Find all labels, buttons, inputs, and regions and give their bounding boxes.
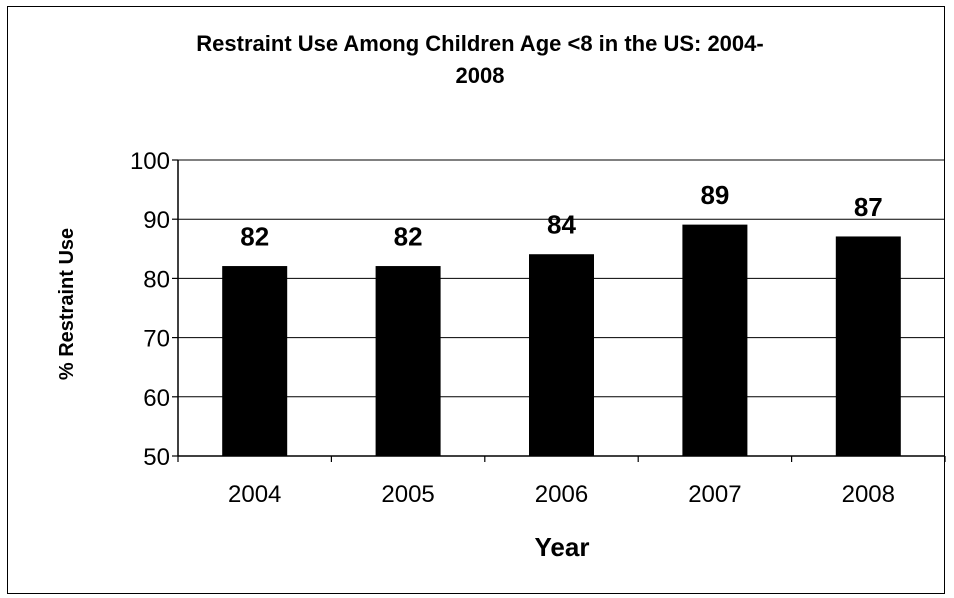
data-label-2006: 84 — [547, 210, 576, 240]
y-tick-label-60: 60 — [143, 385, 170, 412]
y-tick-label-70: 70 — [143, 326, 170, 353]
bar-2005 — [375, 266, 441, 457]
x-tick-labels: 2004 2005 2006 2007 2008 — [228, 481, 895, 508]
bar-2008 — [835, 236, 901, 457]
chart-title-line-2: 2008 — [455, 63, 505, 88]
y-axis-title: % Restraint Use — [56, 228, 78, 380]
x-tick-label-2005: 2005 — [381, 481, 434, 508]
data-label-2007: 89 — [700, 180, 729, 210]
axes — [172, 159, 946, 462]
data-label-2008: 87 — [854, 192, 883, 222]
bar-2007 — [682, 224, 748, 457]
x-axis-title: Year — [535, 532, 590, 562]
chart-title: Restraint Use Among Children Age <8 in t… — [100, 28, 860, 92]
bar-2006 — [529, 254, 594, 457]
chart-title-line-1: Restraint Use Among Children Age <8 in t… — [196, 31, 764, 56]
x-tick-label-2008: 2008 — [842, 481, 895, 508]
y-tick-label-50: 50 — [143, 444, 170, 471]
x-tick-label-2007: 2007 — [688, 481, 741, 508]
y-tick-label-100: 100 — [130, 148, 170, 175]
y-tick-label-90: 90 — [143, 207, 170, 234]
x-tick-label-2004: 2004 — [228, 481, 281, 508]
data-label-2005: 82 — [394, 222, 423, 252]
x-tick-label-2006: 2006 — [535, 481, 588, 508]
chart-frame — [7, 6, 945, 594]
y-tick-label-80: 80 — [143, 266, 170, 293]
bar-2004 — [222, 266, 288, 457]
y-tick-labels: 50 60 70 80 90 100 — [130, 148, 170, 471]
data-labels: 82 82 84 89 87 — [240, 180, 883, 251]
data-label-2004: 82 — [240, 222, 269, 252]
bars — [222, 224, 901, 457]
